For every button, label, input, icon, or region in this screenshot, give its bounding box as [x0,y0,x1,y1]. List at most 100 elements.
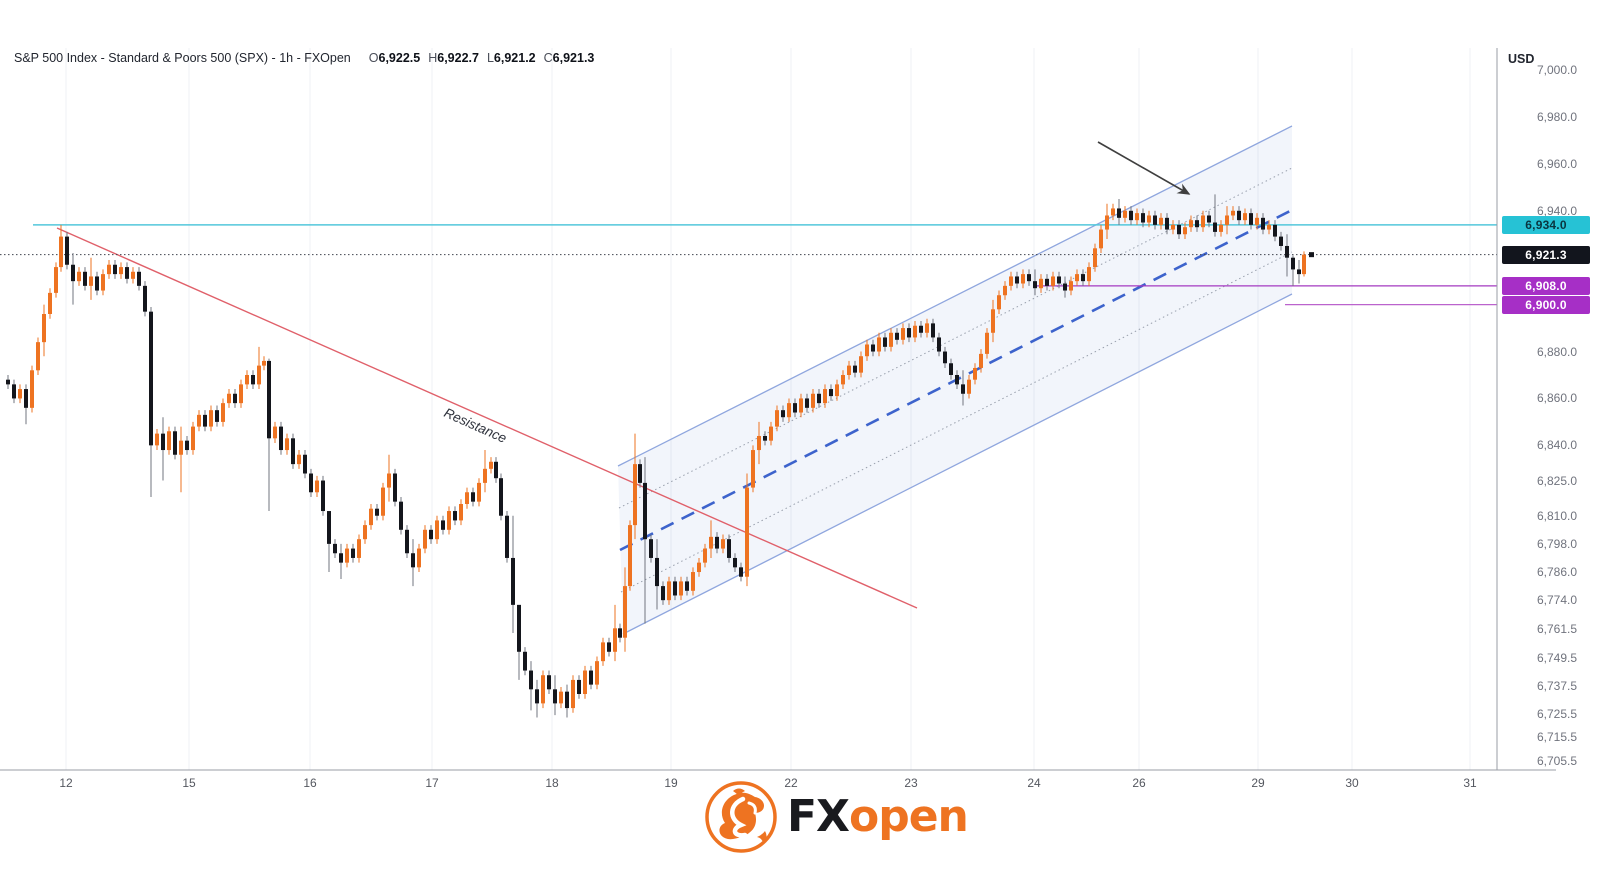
candle [309,473,313,493]
channel-upper-line[interactable] [617,125,1293,467]
candle [1177,224,1181,235]
candle [673,581,677,596]
high-value: 6,922.7 [437,51,479,65]
candle [101,274,105,291]
candle [1015,276,1019,284]
resistance-label[interactable]: Resistance [442,405,509,446]
candle [739,567,743,577]
candle [155,433,159,446]
candle [262,360,266,366]
candle [1105,215,1109,230]
candle [405,529,409,554]
candle [547,675,551,690]
resistance-trendline[interactable] [56,227,918,609]
candle [577,679,581,694]
candle [775,410,779,427]
candle [511,557,515,605]
candle [1099,229,1103,249]
price-level-badge: 6,921.3 [1502,245,1590,264]
candle [931,323,935,338]
candle [321,480,325,512]
time-axis-label: 31 [1463,776,1477,790]
symbol-legend[interactable]: S&P 500 Index - Standard & Poors 500 (SP… [14,51,594,67]
price-tick-label: 6,786.0 [1537,565,1578,580]
candle [36,342,40,371]
candle [107,264,111,275]
candle [769,426,773,441]
price-tick-label: 6,705.5 [1537,753,1578,768]
candle [541,675,545,704]
candle [1243,213,1247,221]
candle [505,515,509,558]
candle [435,520,439,540]
candle [697,562,701,573]
candle [618,628,622,638]
candle [799,398,803,413]
candle [871,344,875,352]
time-axis-label: 17 [425,776,439,790]
candle [623,586,627,638]
price-level-badge: 6,934.0 [1502,215,1590,234]
candle [973,367,977,380]
candle [185,440,189,451]
candle [24,389,28,408]
candle [589,670,593,685]
candle [339,553,343,563]
candle [1093,248,1097,268]
candle [1165,217,1169,230]
candle [907,328,911,338]
candle [113,264,117,275]
candle [517,604,521,652]
candle [829,389,833,397]
annotation-arrow-icon[interactable] [1097,141,1191,195]
candle [453,511,457,521]
time-axis-label: 16 [303,776,317,790]
candle [1129,210,1133,221]
candle [1285,245,1289,258]
candle [721,539,725,549]
candle [363,525,367,540]
candle [494,461,498,479]
candle [65,236,69,265]
candle [889,332,893,347]
candle [1183,227,1187,235]
candle [297,454,301,465]
candle [489,461,493,469]
candle [251,374,255,385]
candle [197,414,201,427]
price-tick-label: 6,810.0 [1537,508,1578,523]
time-axis-label: 15 [182,776,196,790]
price-tick-label: 6,774.0 [1537,593,1578,608]
candle [59,236,63,268]
channel-lower-quartile-line[interactable] [620,251,1293,593]
price-tick-label: 6,715.5 [1537,730,1578,745]
channel-lower-line[interactable] [622,293,1293,635]
candle [77,271,81,282]
candle [565,691,569,709]
candle [649,539,653,558]
candle [643,482,647,540]
candle [465,492,469,504]
time-axis-label: 22 [784,776,798,790]
candle [1225,215,1229,225]
close-value: 6,921.3 [552,51,595,65]
price-tick-label: 6,825.0 [1537,473,1578,488]
candle [1003,285,1007,296]
candle [54,267,58,293]
price-tick-label: 7,000.0 [1537,63,1578,78]
candle [167,431,171,451]
candle [559,691,563,704]
candle [483,468,487,483]
candle [209,410,213,427]
price-tick-label: 6,840.0 [1537,438,1578,453]
price-tick-label: 6,960.0 [1537,156,1578,171]
time-axis-label: 26 [1132,776,1146,790]
candle [1267,224,1271,230]
candle [955,374,959,385]
candle [315,480,319,493]
logo-text-fx: FX [787,791,850,842]
time-axis-label: 29 [1251,776,1265,790]
candle [221,403,225,422]
candle [805,398,809,408]
